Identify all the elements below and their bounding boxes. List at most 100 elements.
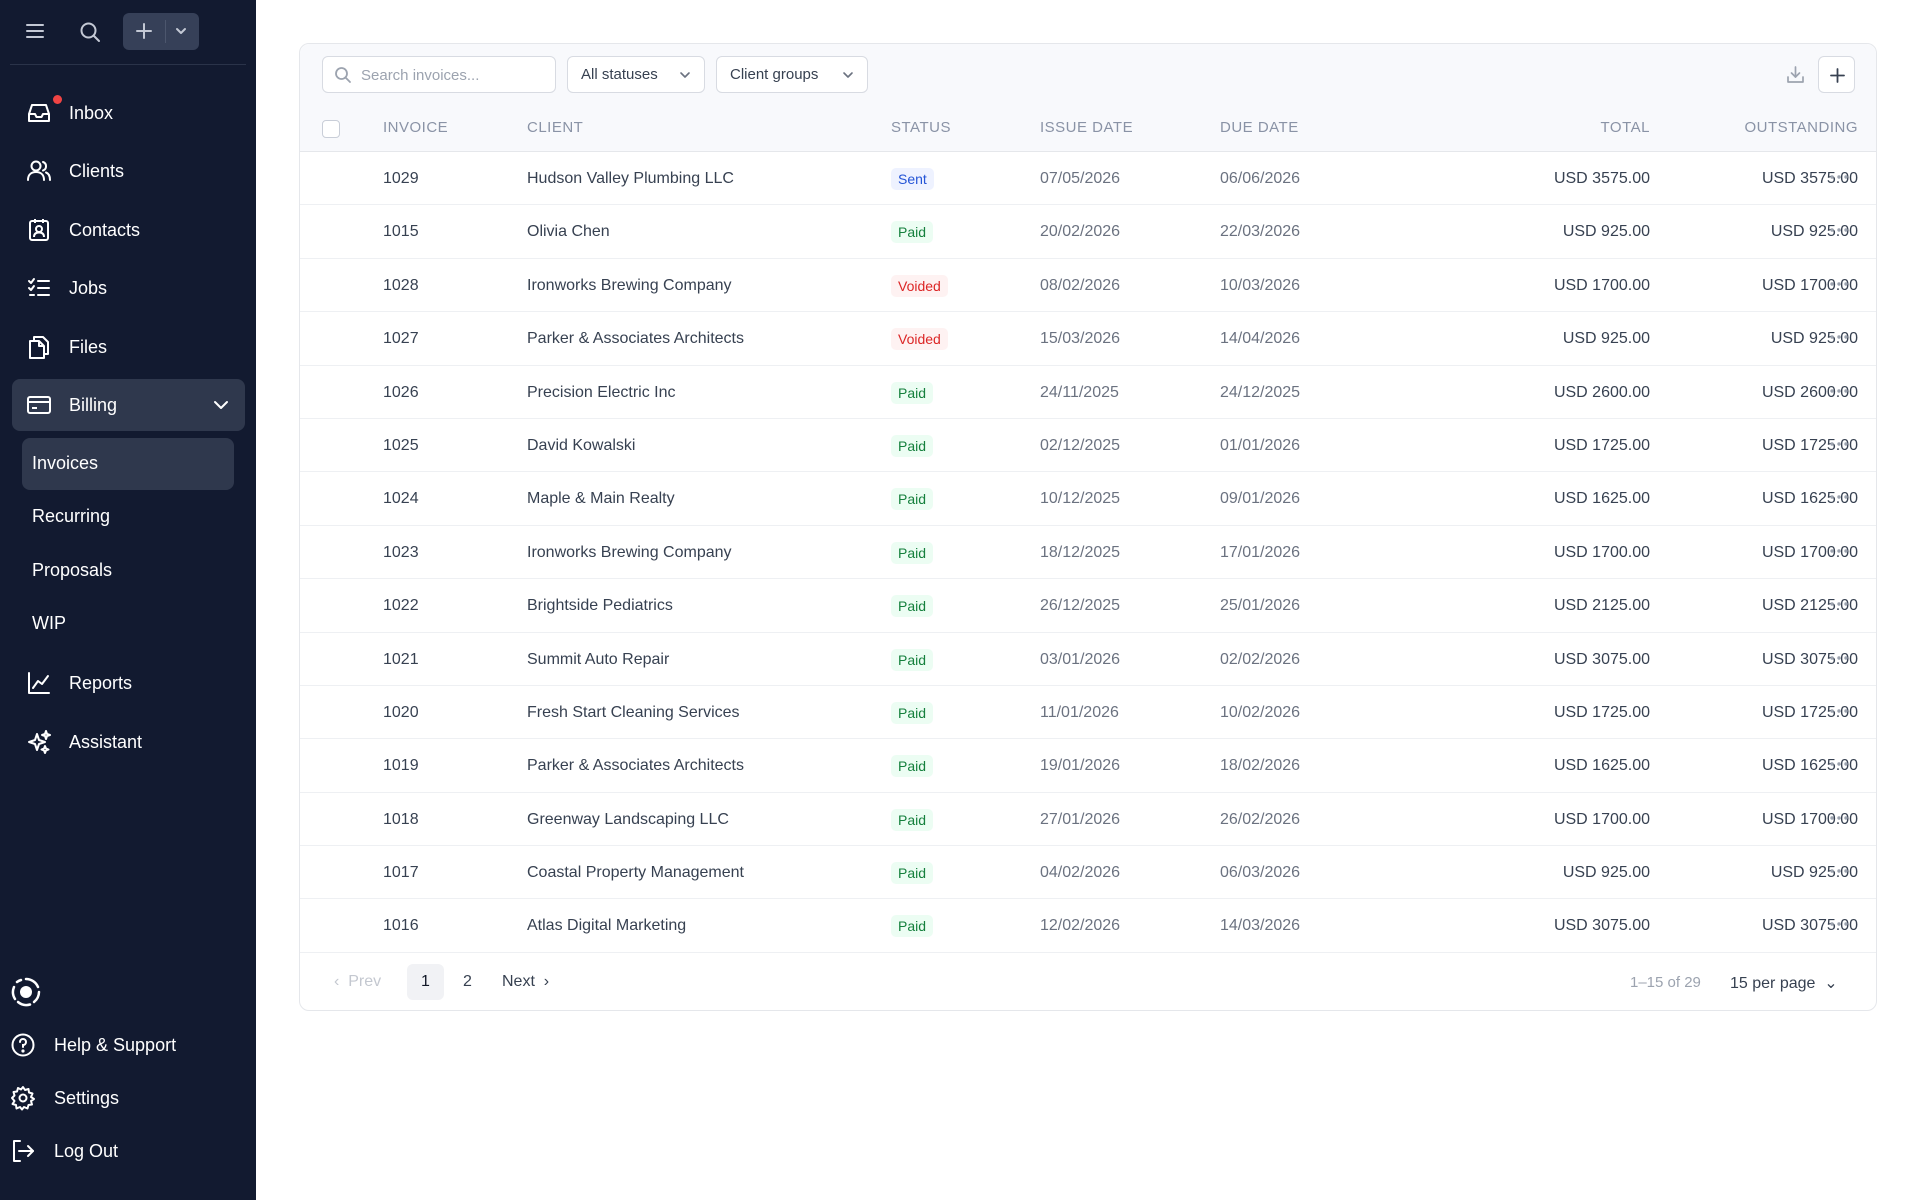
table-row[interactable]: 1029 Hudson Valley Plumbing LLC Sent 07/05/… [300,152,1876,206]
invoice-number[interactable]: 1024 [383,490,419,508]
client-name[interactable]: David Kowalski [527,436,636,454]
sidebar-item-invoices[interactable]: Invoices [22,438,234,490]
more-options-icon[interactable] [1828,546,1850,556]
more-options-icon[interactable] [1828,653,1850,663]
invoice-number[interactable]: 1023 [383,543,419,561]
invoice-number[interactable]: 1029 [383,170,419,187]
more-options-icon[interactable] [1828,172,1850,182]
table-row[interactable]: 1027 Parker & Associates Architects Voided… [300,312,1876,366]
column-header-invoice[interactable]: INVOICE [383,119,449,136]
table-row[interactable]: 1025 David Kowalski Paid 02/12/2025 01/01/20… [300,419,1876,473]
sidebar-item-recurring[interactable]: Recurring [22,491,234,543]
nav-item-contacts[interactable]: Contacts [12,204,245,256]
table-row[interactable]: 1018 Greenway Landscaping LLC Paid 27/01/20… [300,793,1876,847]
new-item-button[interactable] [123,13,199,50]
column-header-due-date[interactable]: DUE DATE [1220,119,1299,136]
client-name[interactable]: Ironworks Brewing Company [527,276,732,294]
chevron-down-icon[interactable] [211,395,231,415]
invoice-number[interactable]: 1020 [383,703,419,721]
invoice-number[interactable]: 1027 [383,330,419,348]
next-page-button[interactable]: Next › [502,973,550,990]
invoice-number[interactable]: 1022 [383,597,419,615]
invoice-number[interactable]: 1015 [383,223,419,241]
table-row[interactable]: 1028 Ironworks Brewing Company Voided 08/02… [300,259,1876,313]
sidebar-item-proposals[interactable]: Proposals [22,545,234,597]
column-header-issue-date[interactable]: ISSUE DATE [1040,119,1134,136]
table-row[interactable]: 1024 Maple & Main Realty Paid 10/12/2025 09/… [300,472,1876,526]
sidebar-item-wip[interactable]: WIP [22,598,234,650]
per-page-dropdown[interactable]: 15 per page ⌄ [1730,975,1838,992]
more-options-icon[interactable] [1828,279,1850,289]
page-button-1[interactable]: 1 [407,964,444,1000]
invoice-number[interactable]: 1018 [383,810,419,828]
table-row[interactable]: 1021 Summit Auto Repair Paid 03/01/2026 02/0… [300,633,1876,686]
sidebar-item-settings[interactable]: Settings [10,1077,246,1117]
select-all-checkbox[interactable] [322,120,340,138]
more-options-icon[interactable] [1828,919,1850,929]
invoice-number[interactable]: 1016 [383,917,419,935]
nav-item-assistant[interactable]: Assistant [12,716,245,768]
invoice-number[interactable]: 1028 [383,276,419,294]
prev-page-button[interactable]: ‹ Prev [334,973,382,990]
table-row[interactable]: 1017 Coastal Property Management Paid 04/02… [300,846,1876,900]
status-filter-dropdown[interactable]: All statuses [567,56,705,93]
nav-item-jobs[interactable]: Jobs [12,262,245,314]
client-name[interactable]: Parker & Associates Architects [527,330,744,348]
more-options-icon[interactable] [1828,439,1850,449]
client-name[interactable]: Coastal Property Management [527,864,744,882]
sidebar-item-help[interactable]: Help & Support [10,1024,246,1064]
search-box[interactable] [322,56,556,93]
table-row[interactable]: 1016 Atlas Digital Marketing Paid 12/02/202… [300,899,1876,953]
more-options-icon[interactable] [1828,492,1850,502]
nav-item-billing[interactable]: Billing [12,379,245,431]
client-name[interactable]: Ironworks Brewing Company [527,543,732,561]
invoice-number[interactable]: 1026 [383,383,419,401]
menu-icon[interactable] [24,20,46,42]
client-name[interactable]: Hudson Valley Plumbing LLC [527,170,734,187]
table-row[interactable]: 1019 Parker & Associates Architects Paid 19… [300,739,1876,793]
nav-item-files[interactable]: Files [12,321,245,373]
download-button[interactable] [1777,56,1814,93]
client-name[interactable]: Fresh Start Cleaning Services [527,703,740,721]
column-header-client[interactable]: CLIENT [527,119,584,136]
column-header-total[interactable]: TOTAL [1600,119,1650,136]
more-options-icon[interactable] [1828,386,1850,396]
table-row[interactable]: 1026 Precision Electric Inc Paid 24/11/2025… [300,366,1876,419]
client-groups-dropdown[interactable]: Client groups [716,56,868,93]
column-header-status[interactable]: STATUS [891,119,951,136]
page-button-2[interactable]: 2 [463,973,472,990]
more-options-icon[interactable] [1828,706,1850,716]
client-name[interactable]: Greenway Landscaping LLC [527,810,729,828]
column-header-outstanding[interactable]: OUTSTANDING [1744,119,1858,136]
table-row[interactable]: 1020 Fresh Start Cleaning Services Paid 11/… [300,686,1876,740]
invoice-number[interactable]: 1021 [383,650,419,668]
client-name[interactable]: Summit Auto Repair [527,650,670,668]
client-name[interactable]: Parker & Associates Architects [527,757,744,775]
more-options-icon[interactable] [1828,599,1850,609]
search-icon[interactable] [78,20,102,44]
table-row[interactable]: 1015 Olivia Chen Paid 20/02/2026 22/03/2026 U… [300,205,1876,259]
more-options-icon[interactable] [1828,225,1850,235]
nav-item-reports[interactable]: Reports [12,657,245,709]
invoice-number[interactable]: 1017 [383,864,419,882]
more-options-icon[interactable] [1828,866,1850,876]
client-name[interactable]: Atlas Digital Marketing [527,917,687,935]
client-name[interactable]: Precision Electric Inc [527,383,676,401]
more-options-icon[interactable] [1828,759,1850,769]
more-options-icon[interactable] [1828,332,1850,342]
add-invoice-button[interactable] [1818,56,1855,93]
more-options-icon[interactable] [1828,813,1850,823]
client-name[interactable]: Olivia Chen [527,223,610,241]
search-input[interactable] [361,63,546,87]
due-date: 10/03/2026 [1220,276,1301,294]
invoice-number[interactable]: 1019 [383,757,419,775]
sidebar-item-logout[interactable]: Log Out [10,1130,246,1170]
chevron-down-icon[interactable] [173,23,189,39]
nav-item-clients[interactable]: Clients [12,145,245,197]
nav-item-inbox[interactable]: Inbox [12,87,245,139]
client-name[interactable]: Maple & Main Realty [527,490,675,508]
invoice-number[interactable]: 1025 [383,436,419,454]
table-row[interactable]: 1023 Ironworks Brewing Company Paid 18/12/2… [300,526,1876,580]
table-row[interactable]: 1022 Brightside Pediatrics Paid 26/12/2025 2… [300,579,1876,633]
client-name[interactable]: Brightside Pediatrics [527,597,673,615]
